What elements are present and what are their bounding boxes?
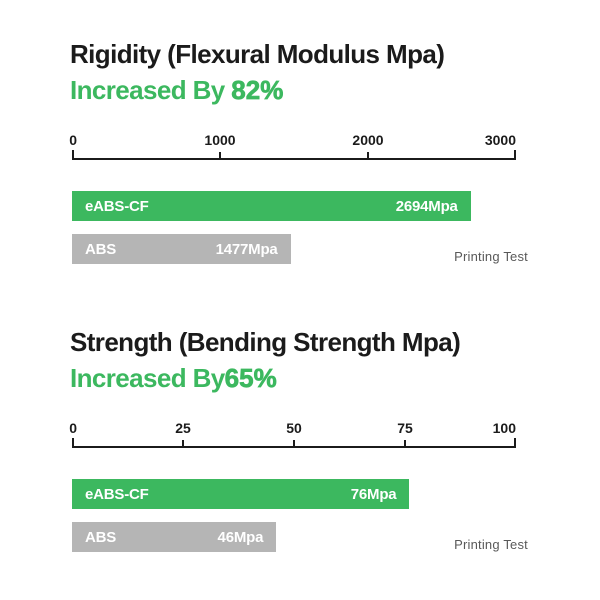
rigidity-chart-section: Rigidity (Flexural Modulus Mpa) Increase… <box>69 39 528 280</box>
rigidity-chart-title: Rigidity (Flexural Modulus Mpa) <box>70 39 445 69</box>
axis-tick-mark <box>367 152 369 160</box>
axis-tick-label: 3000 <box>484 132 516 148</box>
bar-abs: ABS 1477Mpa <box>72 234 291 264</box>
bar-eabs-cf: eABS-CF 2694Mpa <box>72 191 471 221</box>
bar-abs: ABS 46Mpa <box>72 522 277 552</box>
axis-tick-mark <box>293 440 295 448</box>
axis-tick-mark <box>218 152 221 160</box>
axis-tick-label: 100 <box>492 420 516 436</box>
bar-category-label: ABS <box>85 528 117 546</box>
bar-category-label: ABS <box>85 240 117 258</box>
axis-baseline <box>72 158 516 160</box>
axis-tick-mark <box>404 440 406 448</box>
rigidity-chart-subtitle: Increased By 82% <box>70 75 284 106</box>
axis-tick-label: 50 <box>286 420 302 436</box>
axis-tick-label: 75 <box>397 420 413 436</box>
axis-tick-label: 0 <box>69 420 78 436</box>
strength-chart-subtitle: Increased By65% <box>70 363 277 394</box>
axis-tick-mark <box>72 150 74 160</box>
bar-value-label: 76Mpa <box>350 485 397 503</box>
bar-value-label: 46Mpa <box>217 528 264 546</box>
axis-tick-label: 0 <box>69 132 78 148</box>
rigidity-bars: eABS-CF 2694Mpa ABS 1477Mpa <box>72 191 516 264</box>
bar-category-label: eABS-CF <box>85 485 149 503</box>
bar-value-label: 1477Mpa <box>215 240 278 258</box>
axis-tick-mark <box>182 440 184 448</box>
axis-tick-label: 1000 <box>204 132 236 148</box>
rigidity-x-axis <box>72 150 516 160</box>
rigidity-axis-tick-labels: 0 1000 2000 3000 <box>69 132 516 148</box>
strength-chart-section: Strength (Bending Strength Mpa) Increase… <box>69 327 528 568</box>
strength-chart-title: Strength (Bending Strength Mpa) <box>70 327 461 357</box>
strength-x-axis <box>72 438 516 448</box>
strength-axis-tick-labels: 0 25 50 75 100 <box>69 420 516 436</box>
bar-eabs-cf: eABS-CF 76Mpa <box>72 479 410 509</box>
rigidity-percent-value: 82% <box>231 75 284 106</box>
strength-footnote: Printing Test <box>454 537 528 552</box>
axis-tick-label: 25 <box>175 420 191 436</box>
bar-value-label: 2694Mpa <box>395 197 458 215</box>
rigidity-subtitle-text: Increased By <box>70 75 232 105</box>
strength-percent-value: 65% <box>224 363 277 394</box>
strength-subtitle-text: Increased By <box>70 363 225 393</box>
axis-tick-label: 2000 <box>352 132 384 148</box>
axis-tick-mark <box>514 438 516 448</box>
bar-category-label: eABS-CF <box>85 197 149 215</box>
rigidity-footnote: Printing Test <box>454 249 528 264</box>
axis-tick-mark <box>72 438 74 448</box>
strength-bars: eABS-CF 76Mpa ABS 46Mpa <box>72 479 516 552</box>
axis-tick-mark <box>514 150 516 160</box>
